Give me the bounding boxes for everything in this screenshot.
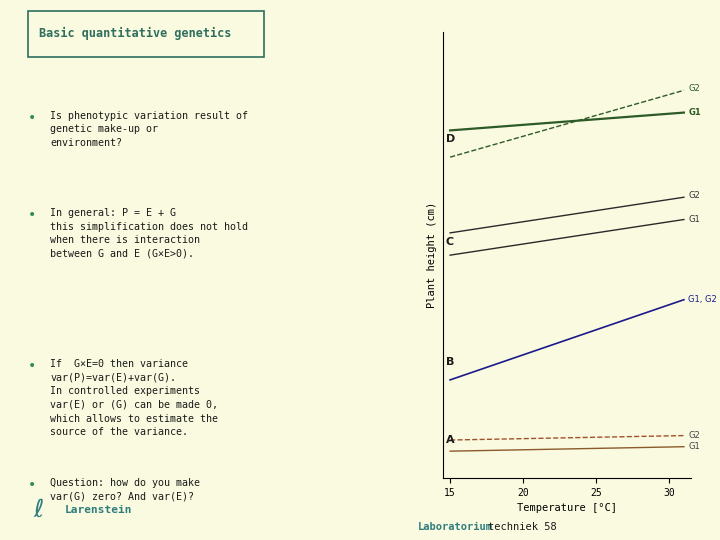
- Text: Larenstein: Larenstein: [66, 505, 132, 515]
- X-axis label: Temperature [°C]: Temperature [°C]: [517, 503, 617, 513]
- Text: A: A: [446, 435, 454, 445]
- Text: G1: G1: [688, 108, 701, 117]
- Text: G1: G1: [688, 442, 700, 451]
- Text: •: •: [28, 478, 36, 492]
- Text: Laboratorium: Laboratorium: [418, 522, 492, 532]
- FancyBboxPatch shape: [28, 11, 264, 57]
- Y-axis label: Plant height (cm): Plant height (cm): [427, 202, 437, 308]
- Text: •: •: [28, 111, 36, 125]
- Text: •: •: [28, 208, 36, 222]
- Text: B: B: [446, 357, 454, 367]
- Text: Is phenotypic variation result of
genetic make-up or
environment?: Is phenotypic variation result of geneti…: [50, 111, 248, 148]
- Text: G2: G2: [688, 191, 700, 199]
- Text: C: C: [446, 237, 454, 247]
- Text: Basic quantitative genetics: Basic quantitative genetics: [39, 27, 231, 40]
- Text: •: •: [28, 359, 36, 373]
- Text: Question: how do you make
var(G) zero? And var(E)?: Question: how do you make var(G) zero? A…: [50, 478, 200, 502]
- Text: G1: G1: [688, 215, 700, 224]
- Text: G2: G2: [688, 84, 700, 92]
- Text: In general: P = E + G
this simplification does not hold
when there is interactio: In general: P = E + G this simplificatio…: [50, 208, 248, 259]
- Text: techniek 58: techniek 58: [488, 522, 557, 532]
- Text: G2: G2: [688, 431, 700, 440]
- Text: If  G×E=0 then variance
var(P)=var(E)+var(G).
In controlled experiments
var(E) o: If G×E=0 then variance var(P)=var(E)+var…: [50, 359, 218, 437]
- Text: ℓ: ℓ: [33, 498, 44, 522]
- Text: G1, G2: G1, G2: [688, 295, 717, 304]
- Text: D: D: [446, 134, 455, 144]
